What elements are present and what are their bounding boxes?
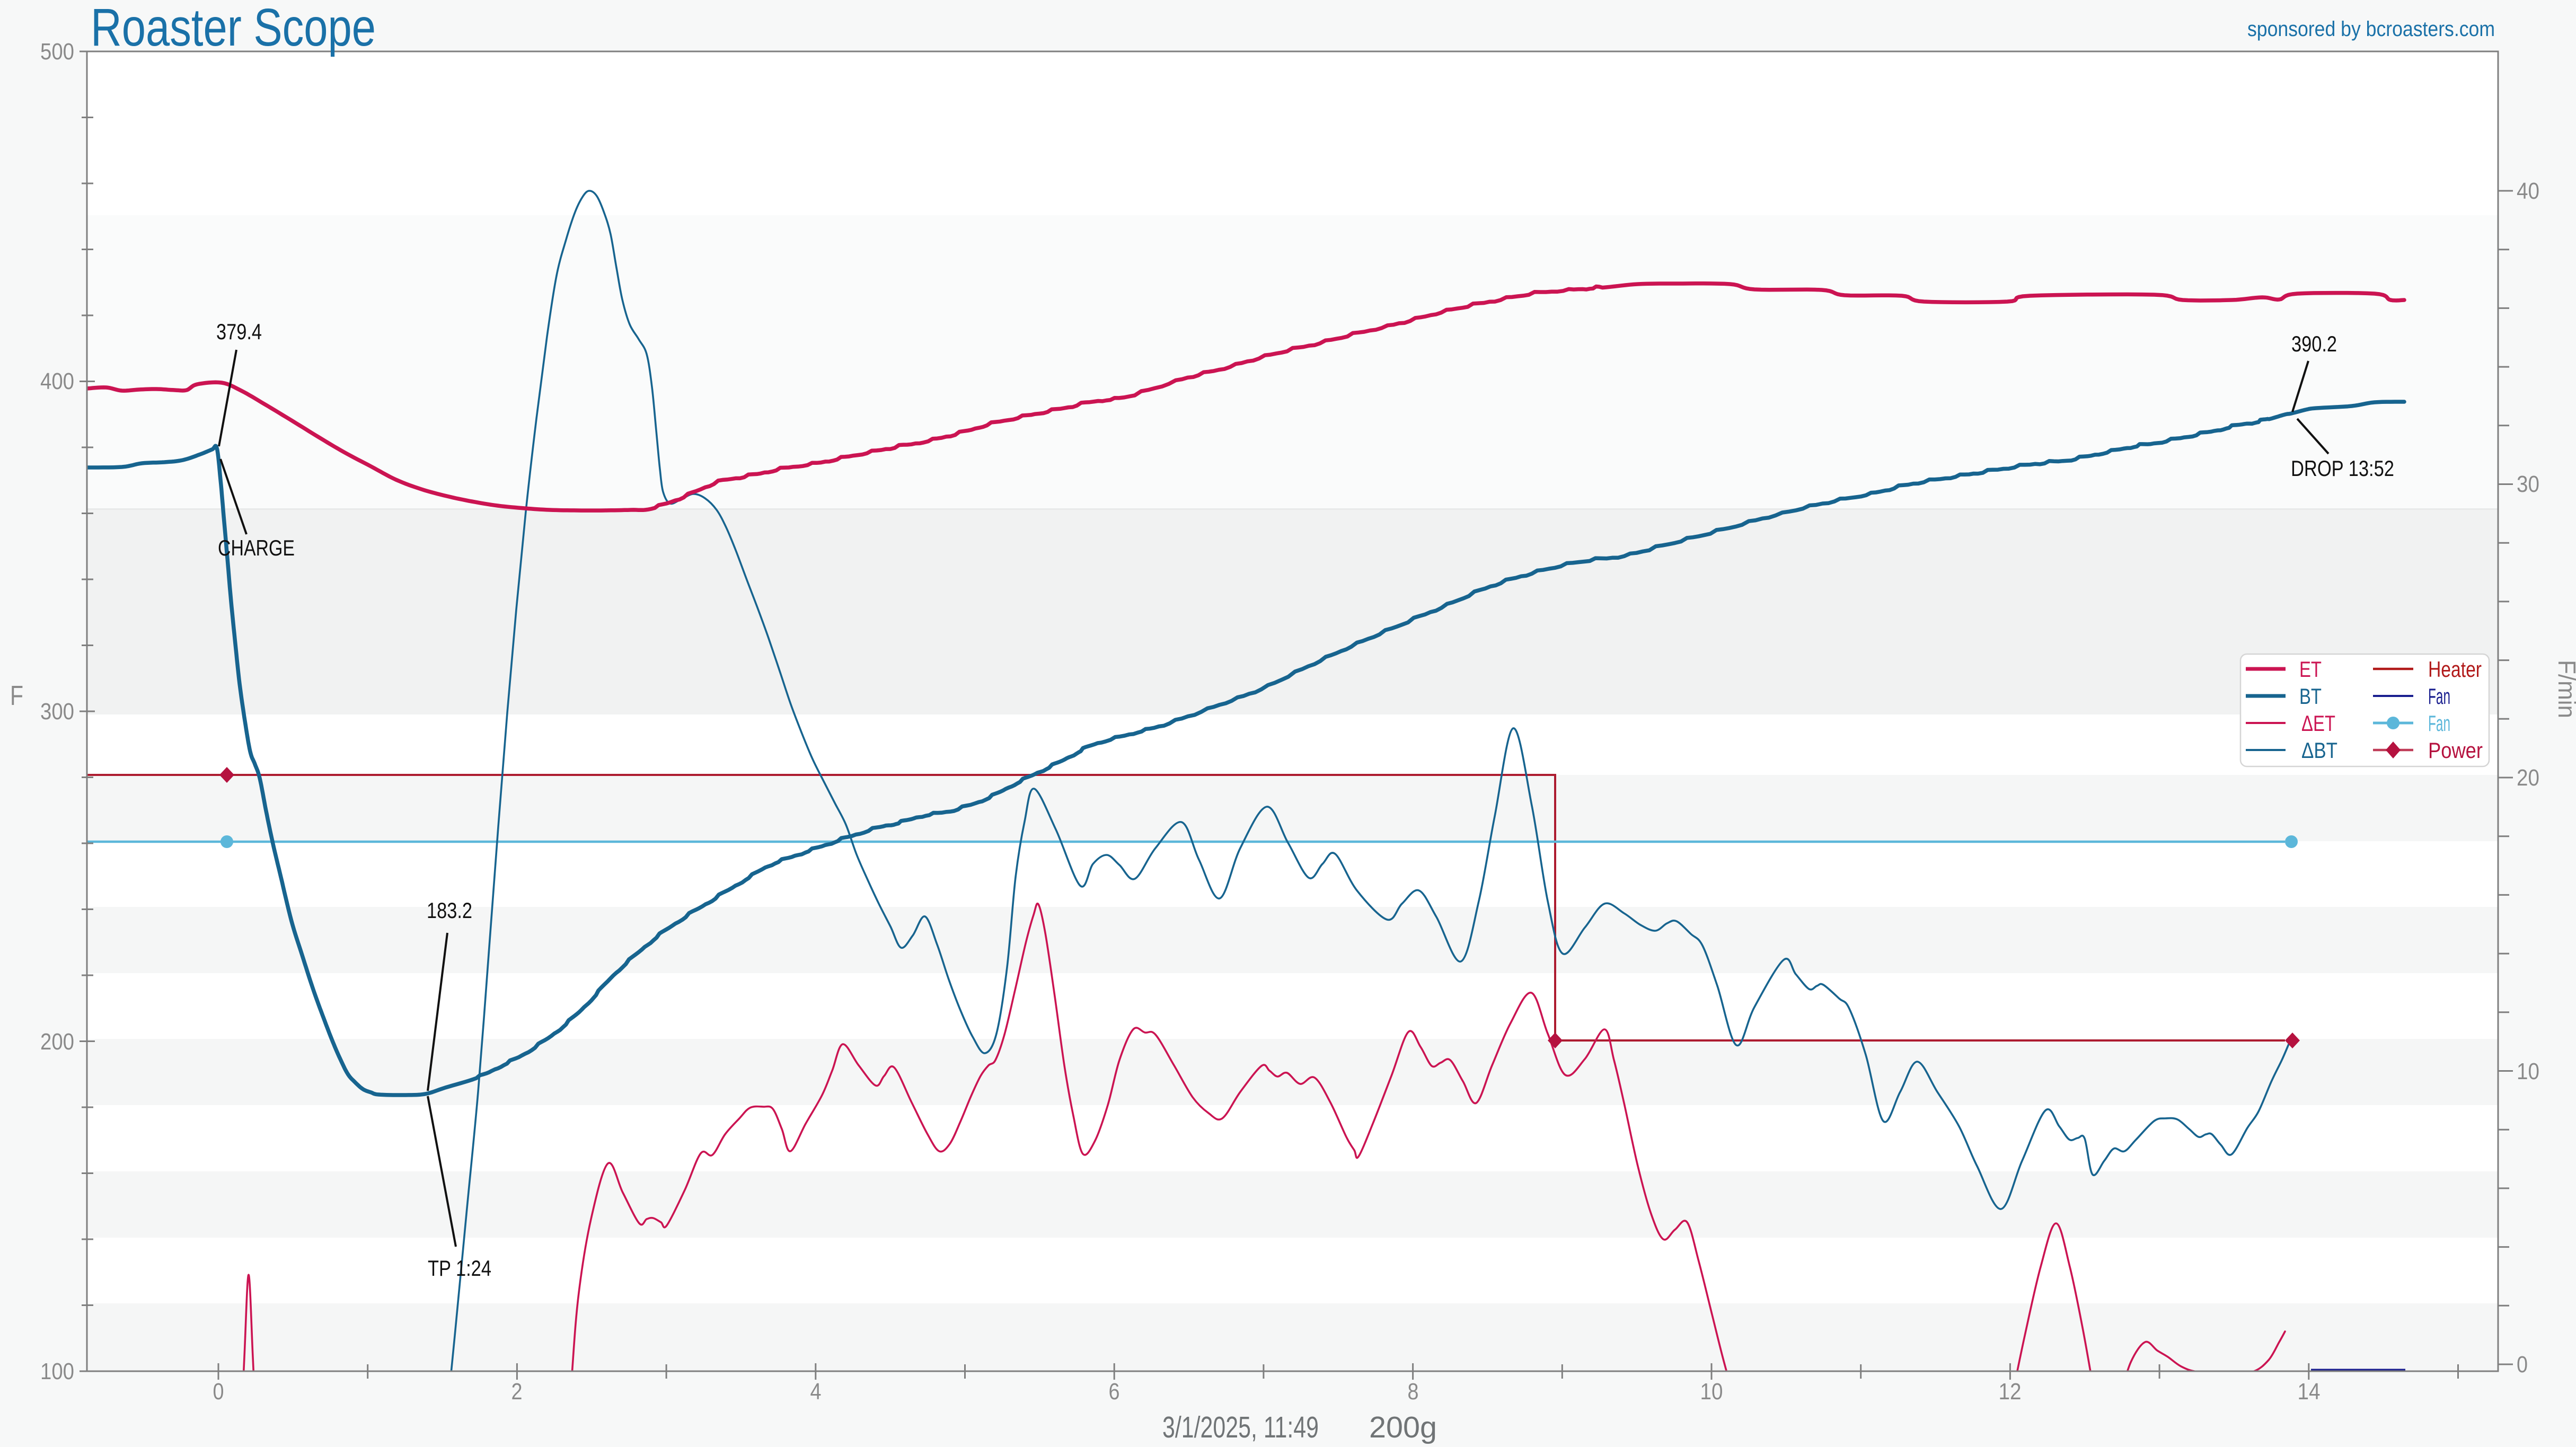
svg-text:10: 10 (1700, 1379, 1723, 1405)
svg-text:30: 30 (2517, 471, 2539, 497)
svg-text:Fan: Fan (2428, 684, 2450, 709)
svg-text:2: 2 (511, 1379, 523, 1405)
svg-text:500: 500 (40, 39, 74, 65)
svg-text:Heater: Heater (2428, 657, 2482, 682)
svg-text:390.2: 390.2 (2291, 331, 2337, 356)
svg-text:6: 6 (1109, 1379, 1120, 1405)
svg-text:Power: Power (2428, 738, 2483, 763)
svg-text:20: 20 (2517, 765, 2539, 791)
svg-text:400: 400 (40, 368, 74, 394)
svg-text:200: 200 (40, 1029, 74, 1055)
svg-text:0: 0 (213, 1379, 224, 1405)
svg-text:TP 1:24: TP 1:24 (428, 1256, 491, 1281)
svg-text:F/min: F/min (2553, 660, 2576, 718)
svg-text:Fan: Fan (2428, 711, 2450, 736)
svg-text:DROP 13:52: DROP 13:52 (2291, 456, 2394, 481)
svg-text:Roaster Scope: Roaster Scope (91, 0, 376, 57)
svg-text:ΔBT: ΔBT (2301, 738, 2337, 763)
svg-text:183.2: 183.2 (427, 898, 472, 923)
svg-text:4: 4 (810, 1379, 822, 1405)
svg-text:10: 10 (2517, 1058, 2539, 1084)
svg-text:379.4: 379.4 (216, 319, 262, 344)
svg-text:ΔET: ΔET (2301, 711, 2335, 736)
svg-text:sponsored by bcroasters.com: sponsored by bcroasters.com (2247, 17, 2495, 41)
svg-text:CHARGE: CHARGE (218, 535, 295, 560)
svg-text:200g: 200g (1369, 1410, 1437, 1444)
svg-text:300: 300 (40, 699, 74, 725)
svg-text:8: 8 (1408, 1379, 1419, 1405)
svg-text:12: 12 (1999, 1379, 2022, 1405)
svg-text:F: F (10, 681, 23, 711)
svg-text:14: 14 (2298, 1379, 2321, 1405)
svg-text:0: 0 (2517, 1352, 2528, 1378)
svg-text:3/1/2025, 11:49: 3/1/2025, 11:49 (1162, 1410, 1319, 1444)
svg-text:100: 100 (40, 1358, 74, 1384)
svg-text:BT: BT (2299, 684, 2322, 709)
svg-text:ET: ET (2299, 657, 2322, 682)
svg-text:40: 40 (2517, 178, 2539, 204)
